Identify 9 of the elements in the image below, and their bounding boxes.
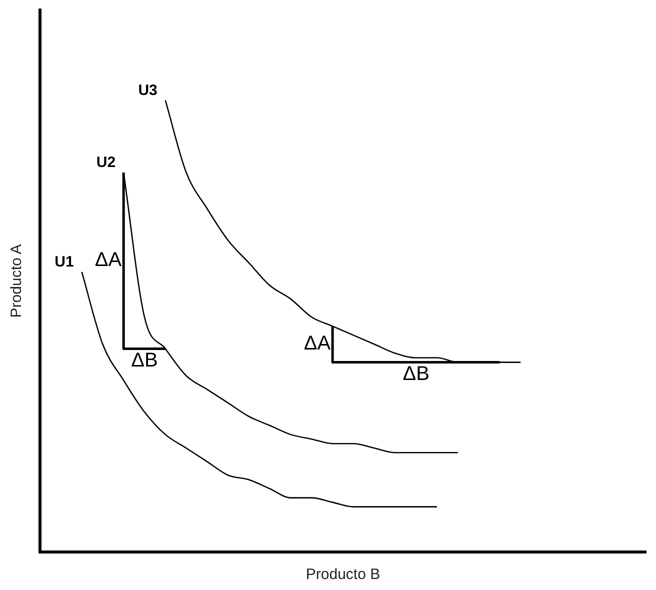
series-label: U3 (138, 82, 158, 99)
x-axis-title: Producto B (306, 566, 380, 584)
y-axis-title: Producto A (8, 244, 26, 318)
annotation: ΔB (131, 349, 158, 372)
annotation: ΔA (94, 249, 122, 272)
series-label: U2 (96, 154, 116, 172)
annotation: ΔB (402, 362, 430, 385)
series-label: U1 (54, 254, 74, 271)
annotation: ΔA (304, 332, 332, 355)
